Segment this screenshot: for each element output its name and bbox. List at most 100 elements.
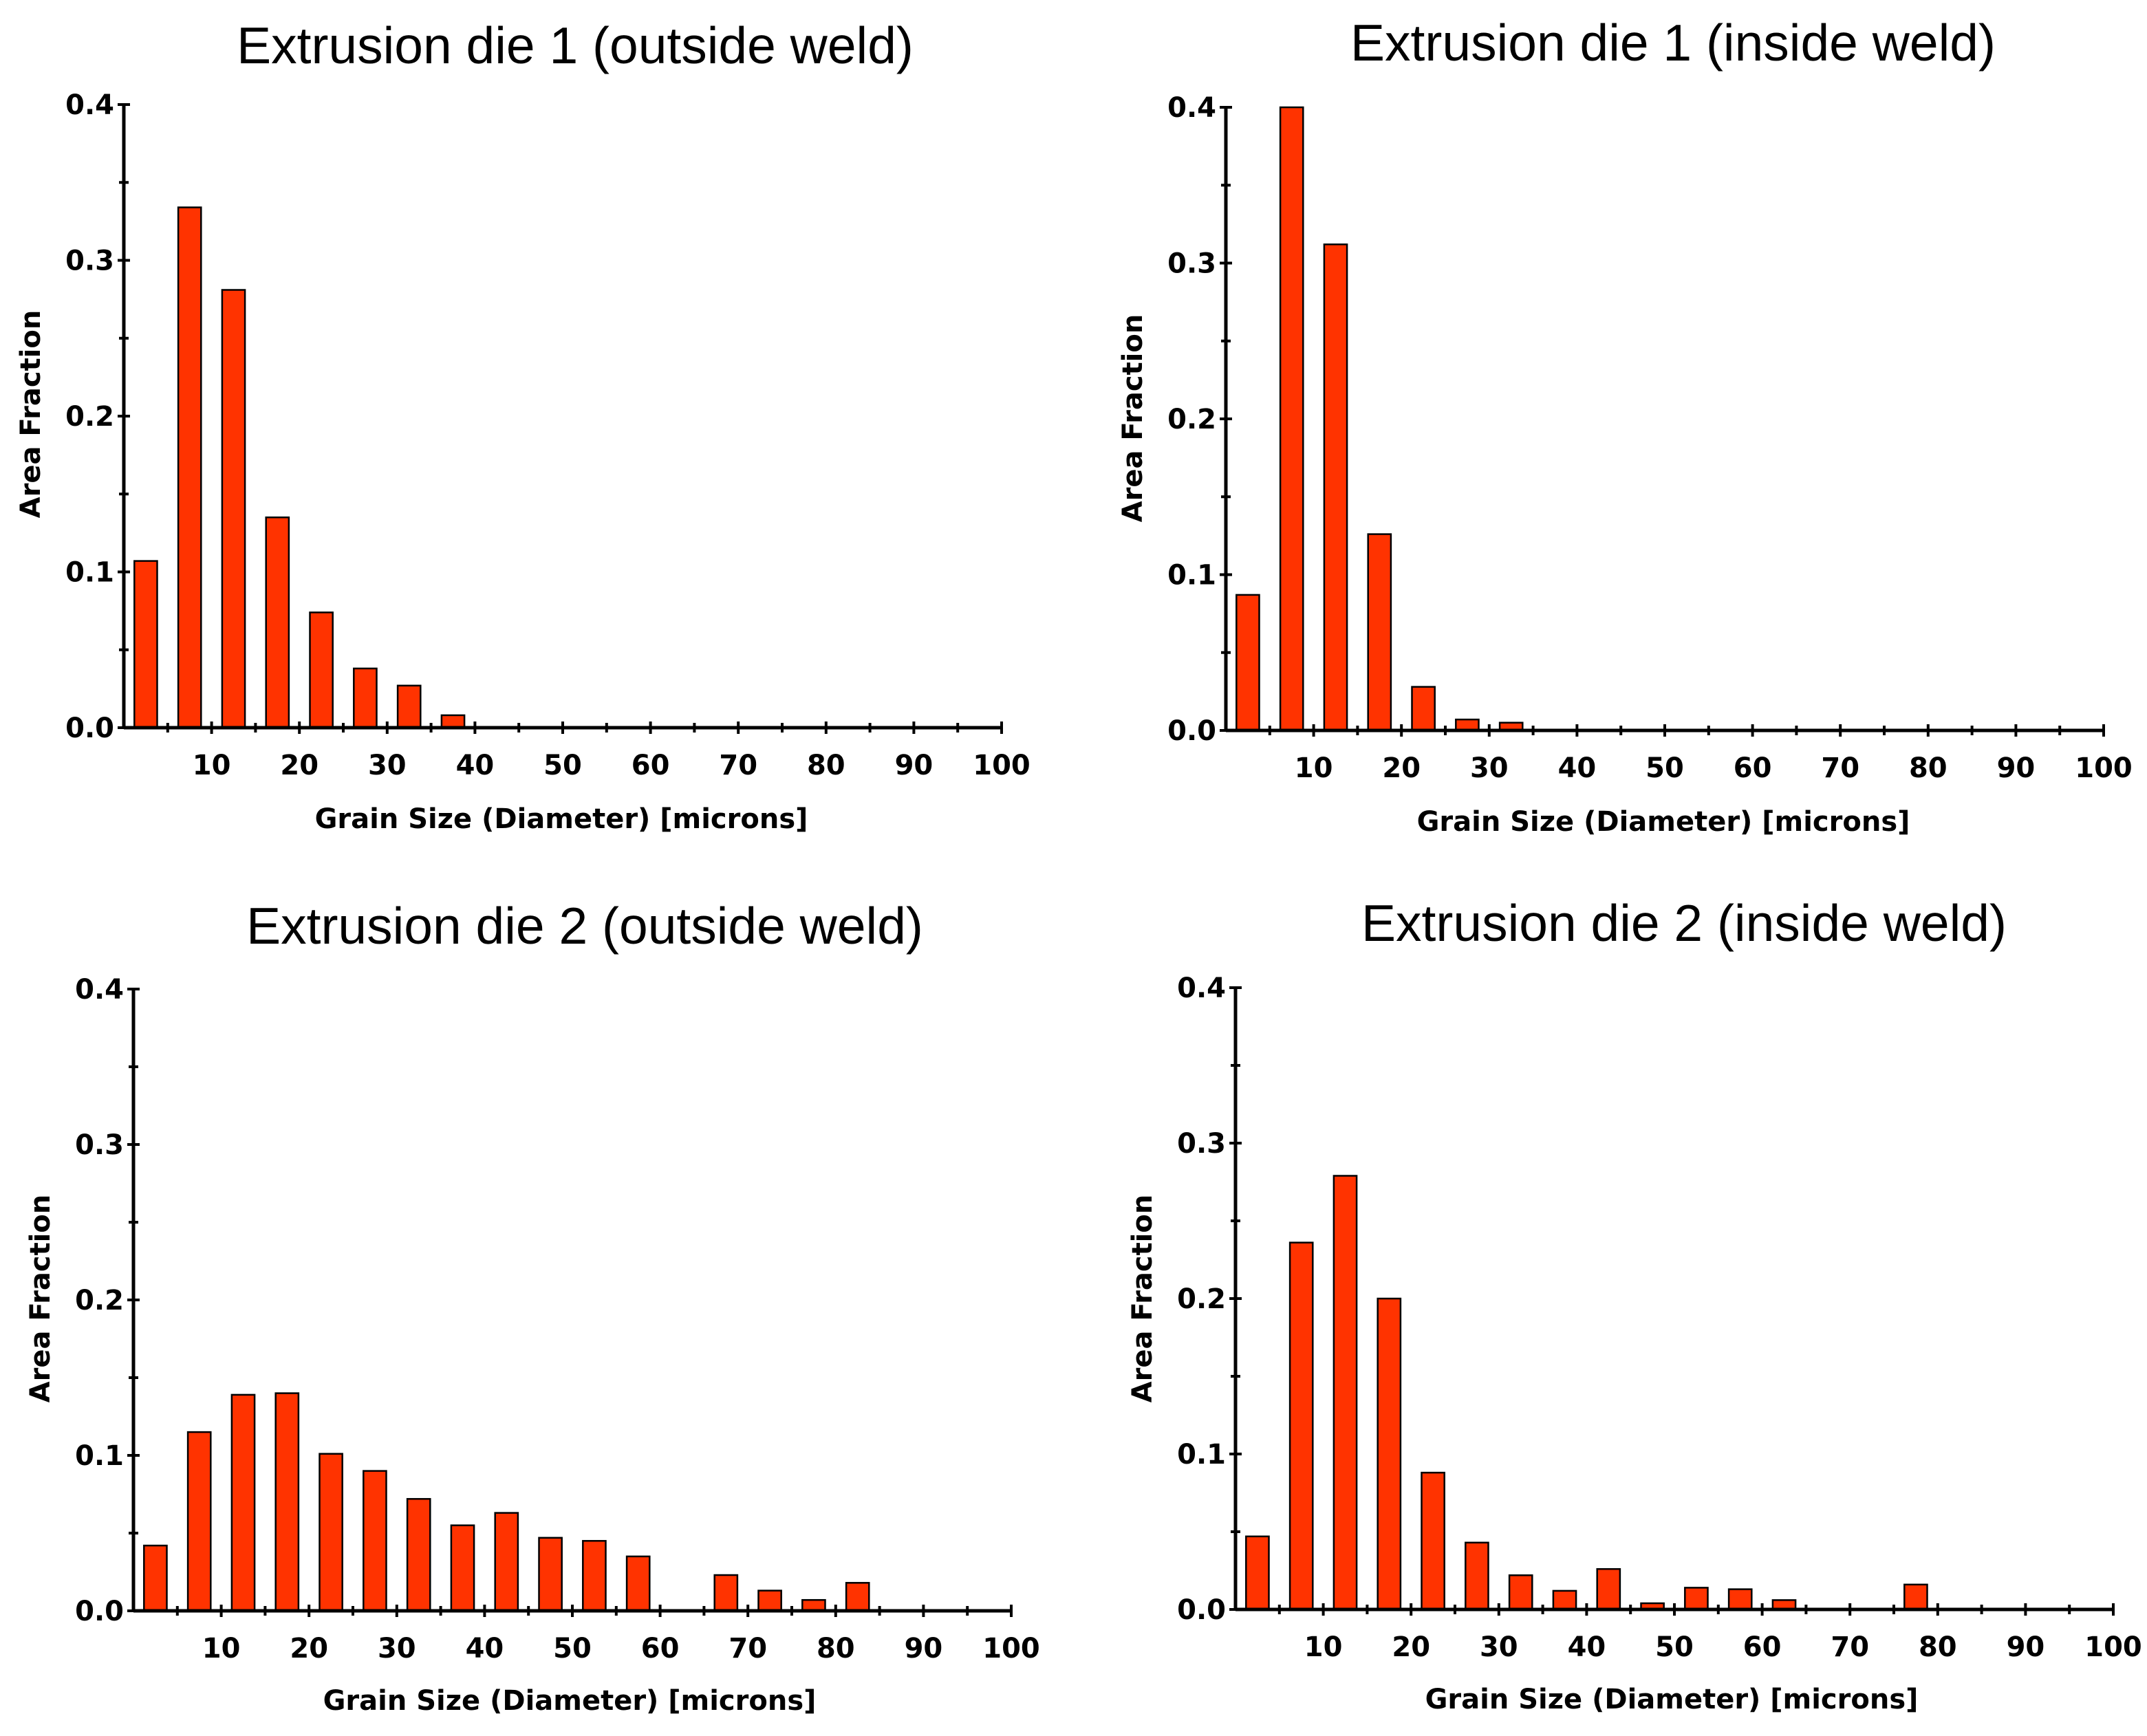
x-tick-label: 40 (466, 1633, 504, 1664)
y-tick-label: 0.2 (1167, 404, 1216, 435)
bar (1421, 1471, 1445, 1611)
y-tick-label: 0.3 (1167, 248, 1216, 280)
x-tick-label: 10 (1304, 1631, 1343, 1663)
y-tick-label: 0.3 (65, 246, 114, 277)
x-tick-label: 70 (729, 1633, 767, 1664)
x-tick-label: 20 (290, 1633, 328, 1664)
chart-title: Extrusion die 2 (inside weld) (1361, 894, 2007, 952)
bar (1236, 594, 1260, 732)
y-tick-label: 0.1 (1167, 560, 1216, 592)
x-tick-label: 100 (982, 1633, 1040, 1664)
chart-title: Extrusion die 1 (inside weld) (1350, 14, 1996, 72)
chart-title: Extrusion die 1 (outside weld) (237, 17, 914, 74)
x-tick-label: 80 (817, 1633, 855, 1664)
bar (353, 667, 378, 729)
x-tick-label: 80 (1909, 752, 1948, 784)
bar (1552, 1589, 1577, 1611)
y-tick-label: 0.2 (1177, 1283, 1226, 1315)
bar (1465, 1541, 1489, 1611)
bar (494, 1512, 519, 1612)
x-tick-label: 20 (1392, 1631, 1430, 1663)
bar (177, 206, 202, 729)
bar (363, 1470, 387, 1612)
bar (625, 1555, 651, 1612)
x-tick-label: 30 (368, 750, 407, 781)
bar (1411, 686, 1436, 732)
y-tick-label: 0.4 (1167, 92, 1216, 124)
x-tick-label: 60 (1743, 1631, 1782, 1663)
bar (186, 1431, 212, 1612)
y-tick-label: 0.3 (1177, 1128, 1226, 1160)
y-tick-label: 0.4 (65, 89, 114, 121)
x-tick-label: 30 (1480, 1631, 1518, 1663)
bar (1288, 1241, 1314, 1611)
bar (757, 1589, 782, 1612)
chart-panel-die1-inside-weld: Extrusion die 1 (inside weld) Area Fract… (1117, 14, 2133, 838)
y-tick-label: 0.2 (75, 1285, 124, 1316)
bar (319, 1453, 343, 1612)
y-tick-label: 0.0 (1167, 715, 1216, 747)
x-tick-label: 10 (193, 750, 231, 781)
bar (450, 1524, 475, 1612)
bar (582, 1540, 607, 1612)
bar (538, 1537, 563, 1612)
y-tick-label: 0.0 (65, 713, 114, 744)
x-tick-label: 100 (973, 750, 1031, 781)
x-tick-label: 60 (1734, 752, 1772, 784)
x-tick-label: 40 (1568, 1631, 1606, 1663)
chart-panel-die1-outside-weld: Extrusion die 1 (outside weld) Area Frac… (15, 17, 1031, 835)
x-tick-label: 100 (2075, 752, 2133, 784)
x-tick-label: 80 (807, 750, 845, 781)
bar (1279, 106, 1304, 732)
y-axis-label: Area Fraction (1127, 1195, 1158, 1403)
bar (1323, 243, 1348, 732)
bar (1508, 1574, 1533, 1611)
x-tick-label: 50 (553, 1633, 592, 1664)
bar (713, 1574, 739, 1612)
bar (1245, 1535, 1270, 1611)
x-tick-label: 40 (456, 750, 495, 781)
bar (230, 1393, 256, 1612)
y-tick-label: 0.0 (1177, 1594, 1226, 1626)
x-axis-label: Grain Size (Diameter) [microns] (315, 803, 808, 835)
bar (845, 1582, 870, 1612)
x-tick-label: 60 (641, 1633, 680, 1664)
bar (1367, 533, 1392, 732)
bar (309, 611, 334, 729)
x-axis-label: Grain Size (Diameter) [microns] (323, 1685, 817, 1717)
x-tick-label: 10 (202, 1633, 241, 1664)
x-tick-label: 30 (378, 1633, 416, 1664)
chart-panel-die2-outside-weld: Extrusion die 2 (outside weld) Area Frac… (25, 897, 1040, 1717)
chart-panel-die2-inside-weld: Extrusion die 2 (inside weld) Area Fract… (1127, 894, 2142, 1715)
bar (396, 684, 422, 729)
x-tick-label: 80 (1919, 1631, 1957, 1663)
y-tick-label: 0.3 (75, 1129, 124, 1161)
x-tick-label: 90 (1997, 752, 2036, 784)
bar (1903, 1583, 1928, 1611)
bar (440, 714, 466, 729)
x-axis-label: Grain Size (Diameter) [microns] (1417, 806, 1910, 838)
y-tick-label: 0.1 (75, 1440, 124, 1472)
y-axis-label: Area Fraction (15, 310, 47, 519)
bar (265, 516, 290, 729)
y-tick-label: 0.1 (1177, 1439, 1226, 1471)
y-tick-label: 0.1 (65, 557, 114, 589)
bar (1727, 1588, 1753, 1611)
x-tick-label: 40 (1558, 752, 1597, 784)
bar (133, 560, 158, 729)
x-tick-label: 90 (895, 750, 934, 781)
y-axis-label: Area Fraction (25, 1195, 56, 1403)
bar (1377, 1297, 1402, 1611)
x-tick-label: 60 (632, 750, 670, 781)
x-tick-label: 70 (1821, 752, 1859, 784)
y-tick-label: 0.2 (65, 401, 114, 433)
bar (406, 1498, 431, 1612)
bar (1333, 1175, 1358, 1611)
x-tick-label: 20 (1382, 752, 1421, 784)
y-tick-label: 0.0 (75, 1596, 124, 1627)
chart-title: Extrusion die 2 (outside weld) (246, 897, 923, 955)
bar (274, 1392, 300, 1612)
x-tick-label: 70 (719, 750, 757, 781)
